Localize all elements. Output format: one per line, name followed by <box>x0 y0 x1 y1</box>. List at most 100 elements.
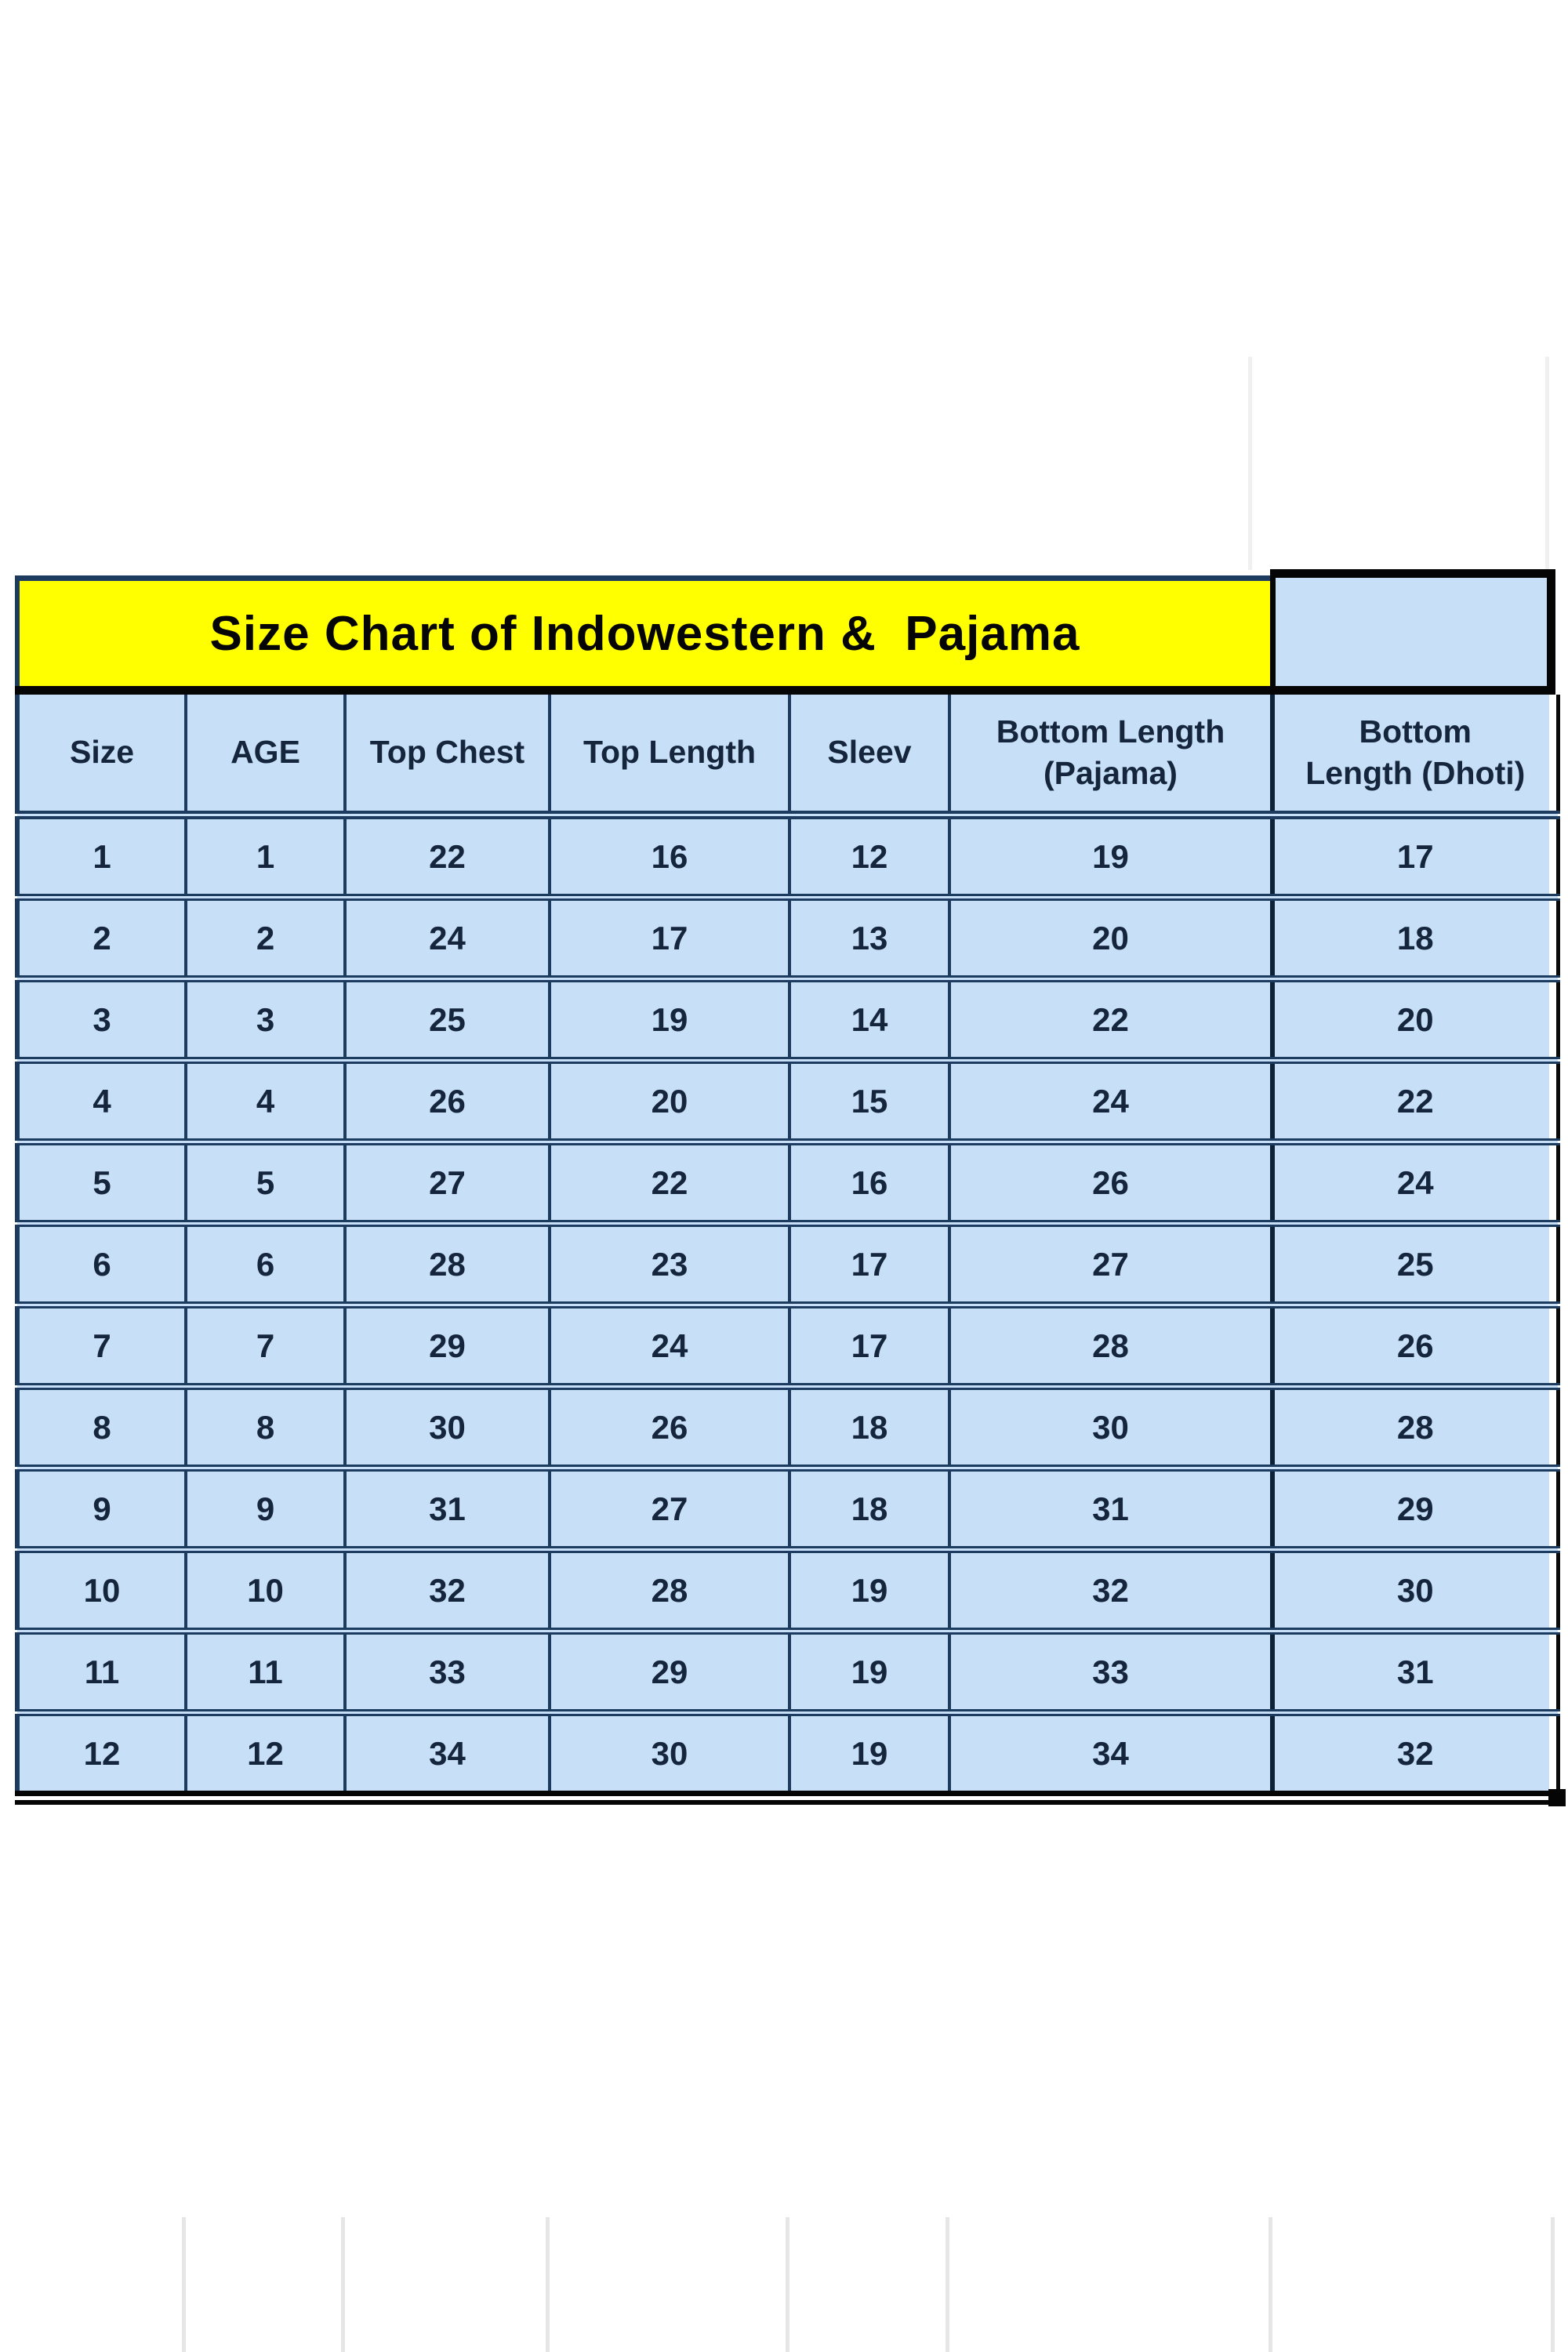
table-cell: 1 <box>184 815 345 901</box>
column-header: Sleev <box>788 695 949 819</box>
table-row: 11 11 33 29 19 33 31 <box>17 1631 1558 1716</box>
table-row: 1 1 22 16 12 19 17 <box>17 815 1558 901</box>
table-cell: 24 <box>343 897 550 982</box>
table-cell: 7 <box>184 1305 345 1390</box>
header-row: Size AGE Top Chest Top Length Sleev Bottom Le… <box>17 695 1558 819</box>
table-cell: 26 <box>343 1060 550 1145</box>
table-cell: 27 <box>948 1223 1272 1308</box>
table-cell: 32 <box>1270 1712 1558 1791</box>
table-cell: 26 <box>1270 1305 1558 1390</box>
table-cell: 15 <box>788 1060 949 1145</box>
table-cell: 11 <box>184 1631 345 1716</box>
table-cell: 2 <box>184 897 345 982</box>
table-cell: 28 <box>948 1305 1272 1390</box>
table-cell: 11 <box>17 1631 186 1716</box>
table-cell: 20 <box>948 897 1272 982</box>
table-row: 6 6 28 23 17 27 25 <box>17 1223 1558 1308</box>
table-cell: 8 <box>184 1386 345 1472</box>
table-cell: 27 <box>548 1468 789 1553</box>
table-cell: 19 <box>788 1549 949 1635</box>
size-chart-sheet: Size Chart of Indowestern & Pajama Size A… <box>15 569 1566 1806</box>
table-cell: 28 <box>548 1549 789 1635</box>
corner-blank-cell <box>1270 569 1555 686</box>
table-cell: 31 <box>1270 1631 1558 1716</box>
table-cell: 24 <box>548 1305 789 1390</box>
table-cell: 34 <box>948 1712 1272 1791</box>
table-cell: 4 <box>17 1060 186 1145</box>
title-row: Size Chart of Indowestern & Pajama <box>15 569 1555 686</box>
column-header: Top Length <box>548 695 789 819</box>
column-header: Top Chest <box>343 695 550 819</box>
table-cell: 6 <box>17 1223 186 1308</box>
title-divider <box>15 686 1555 695</box>
table-cell: 7 <box>17 1305 186 1390</box>
table-cell: 10 <box>184 1549 345 1635</box>
table-cell: 25 <box>343 978 550 1064</box>
table-cell: 18 <box>788 1468 949 1553</box>
table-cell: 24 <box>948 1060 1272 1145</box>
table-cell: 22 <box>548 1142 789 1227</box>
table-cell: 29 <box>1270 1468 1558 1553</box>
size-chart-table: Size AGE Top Chest Top Length Sleev Bottom Le… <box>15 695 1560 1791</box>
table-cell: 18 <box>1270 897 1558 982</box>
table-cell: 9 <box>184 1468 345 1553</box>
table-cell: 25 <box>1270 1223 1558 1308</box>
table-cell: 30 <box>948 1386 1272 1472</box>
table-cell: 28 <box>343 1223 550 1308</box>
ghost-gridline <box>946 2217 949 2352</box>
table-row: 8 8 30 26 18 30 28 <box>17 1386 1558 1472</box>
table-cell: 17 <box>788 1223 949 1308</box>
table-row: 9 9 31 27 18 31 29 <box>17 1468 1558 1553</box>
ghost-gridline <box>1545 357 1549 570</box>
table-cell: 12 <box>184 1712 345 1791</box>
column-header: Size <box>17 695 186 819</box>
table-cell: 30 <box>1270 1549 1558 1635</box>
table-row: 10 10 32 28 19 32 30 <box>17 1549 1558 1635</box>
table-cell: 30 <box>548 1712 789 1791</box>
ghost-gridline <box>182 2217 186 2352</box>
table-cell: 5 <box>184 1142 345 1227</box>
table-cell: 6 <box>184 1223 345 1308</box>
table-row: 5 5 27 22 16 26 24 <box>17 1142 1558 1227</box>
ghost-gridline <box>1248 357 1252 570</box>
table-cell: 33 <box>948 1631 1272 1716</box>
table-cell: 22 <box>343 815 550 901</box>
table-row: 7 7 29 24 17 28 26 <box>17 1305 1558 1390</box>
table-body: 1 1 22 16 12 19 17 2 2 24 17 13 20 18 3 3 25 19 14 22 20 4 4 26… <box>17 815 1558 1791</box>
table-cell: 16 <box>788 1142 949 1227</box>
table-cell: 8 <box>17 1386 186 1472</box>
ghost-gridline <box>341 2217 345 2352</box>
table-bottom-border <box>15 1789 1566 1806</box>
table-cell: 1 <box>17 815 186 901</box>
ghost-gridline <box>546 2217 550 2352</box>
table-cell: 3 <box>184 978 345 1064</box>
column-header: Bottom Length (Dhoti) <box>1270 695 1558 819</box>
column-header: Bottom Length (Pajama) <box>948 695 1272 819</box>
ghost-gridline <box>1551 2217 1555 2352</box>
table-cell: 9 <box>17 1468 186 1553</box>
table-cell: 12 <box>17 1712 186 1791</box>
chart-title: Size Chart of Indowestern & Pajama <box>15 575 1270 686</box>
table-cell: 28 <box>1270 1386 1558 1472</box>
table-cell: 34 <box>343 1712 550 1791</box>
table-cell: 14 <box>788 978 949 1064</box>
table-cell: 4 <box>184 1060 345 1145</box>
table-row: 3 3 25 19 14 22 20 <box>17 978 1558 1064</box>
column-header: AGE <box>184 695 345 819</box>
table-cell: 29 <box>343 1305 550 1390</box>
table-cell: 3 <box>17 978 186 1064</box>
table-cell: 19 <box>948 815 1272 901</box>
table-cell: 19 <box>788 1631 949 1716</box>
table-cell: 32 <box>343 1549 550 1635</box>
table-cell: 17 <box>1270 815 1558 901</box>
table-cell: 19 <box>788 1712 949 1791</box>
table-cell: 22 <box>948 978 1272 1064</box>
table-cell: 5 <box>17 1142 186 1227</box>
table-cell: 10 <box>17 1549 186 1635</box>
table-cell: 33 <box>343 1631 550 1716</box>
table-row: 2 2 24 17 13 20 18 <box>17 897 1558 982</box>
table-row: 4 4 26 20 15 24 22 <box>17 1060 1558 1145</box>
table-cell: 27 <box>343 1142 550 1227</box>
ghost-gridline <box>1269 2217 1272 2352</box>
